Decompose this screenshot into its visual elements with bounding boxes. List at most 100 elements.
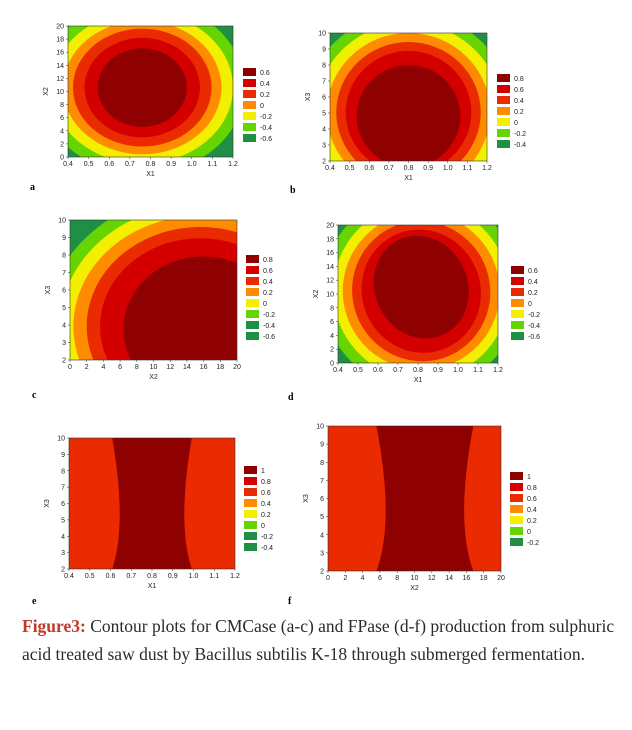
legend-swatch	[510, 483, 523, 491]
y-tick-label: 14	[326, 264, 334, 271]
legend-swatch	[497, 129, 510, 137]
legend-label: 0.6	[261, 490, 271, 497]
y-tick-label: 7	[61, 485, 65, 492]
y-tick-label: 0	[330, 361, 334, 368]
contour-panel-d: 0.4 0.5 0.6 0.7 0.8 0.9 1.0 1.1 1.2 0 2 4 6 8 10 12 14 16…	[288, 223, 540, 404]
x-axis-label: X1	[148, 583, 157, 590]
x-tick-label: 1.0	[453, 367, 463, 374]
legend-swatch	[497, 107, 510, 115]
legend-label: 0.6	[260, 70, 270, 77]
legend-swatch	[511, 266, 524, 274]
x-tick-label: 20	[497, 575, 505, 582]
legend-label: 0.2	[528, 290, 538, 297]
y-tick-label: 14	[56, 63, 64, 70]
x-tick-label: 6	[118, 364, 122, 371]
y-tick-label: 10	[56, 89, 64, 96]
contour-panel-a: 0.4 0.5 0.6 0.7 0.8 0.9 1.0 1.1 1.2 0 2 4 6 8 10 12 14 16…	[30, 24, 272, 194]
legend: 0.6 0.4 0.2 0 -0.2 -0.4 -0.6	[511, 266, 540, 341]
x-tick-label: 1.2	[493, 367, 503, 374]
y-tick-label: 8	[322, 63, 326, 70]
legend-label: -0.4	[260, 125, 272, 132]
x-tick-label: 2	[343, 575, 347, 582]
y-tick-label: 2	[61, 567, 65, 574]
y-tick-label: 8	[62, 253, 66, 260]
legend: 0.6 0.4 0.2 0 -0.2 -0.4 -0.6	[243, 68, 272, 143]
legend-swatch	[511, 299, 524, 307]
legend-swatch	[243, 90, 256, 98]
x-tick-label: 0.7	[125, 161, 135, 168]
y-tick-label: 16	[326, 250, 334, 257]
legend-swatch	[246, 288, 259, 296]
x-tick-label: 0.6	[364, 165, 374, 172]
y-tick-label: 16	[56, 50, 64, 57]
x-tick-label: 0.5	[85, 573, 95, 580]
contour-area	[68, 26, 233, 157]
x-tick-label: 10	[411, 575, 419, 582]
y-tick-label: 5	[61, 517, 65, 524]
legend-swatch	[246, 310, 259, 318]
y-tick-label: 3	[320, 550, 324, 557]
x-tick-label: 0.8	[146, 161, 156, 168]
legend-swatch	[246, 277, 259, 285]
legend-label: 0.8	[514, 76, 524, 83]
legend-swatch	[511, 310, 524, 318]
legend-label: -0.4	[261, 545, 273, 552]
legend-swatch	[510, 538, 523, 546]
x-tick-label: 0.4	[63, 161, 73, 168]
y-tick-label: 4	[62, 323, 66, 330]
legend-swatch	[497, 140, 510, 148]
contour-band	[390, 542, 460, 571]
y-tick-label: 10	[58, 218, 66, 225]
legend-label: -0.2	[514, 131, 526, 138]
legend-label: 0.8	[263, 257, 273, 264]
y-tick-label: 20	[326, 223, 334, 230]
y-tick-label: 18	[56, 37, 64, 44]
y-tick-label: 9	[62, 235, 66, 242]
y-tick-label: 12	[326, 278, 334, 285]
x-tick-label: 6	[378, 575, 382, 582]
legend-swatch	[511, 332, 524, 340]
x-tick-label: 0.9	[168, 573, 178, 580]
legend-label: 0.2	[514, 109, 524, 116]
legend-label: 0	[260, 103, 264, 110]
x-tick-label: 1.1	[473, 367, 483, 374]
legend-swatch	[497, 96, 510, 104]
x-tick-label: 1.2	[230, 573, 240, 580]
x-tick-label: 2	[85, 364, 89, 371]
legend-label: 1	[261, 468, 265, 475]
contour-band	[356, 65, 461, 161]
legend: 1 0.8 0.6 0.4 0.2 0 -0.2 -0.4	[244, 466, 273, 552]
caption-text: Contour plots for CMCase (a-c) and FPase…	[22, 616, 615, 664]
contour-panel-c: 0 2 4 6 8 10 12 14 16 18 202345678910X2X30.80.60.4…	[32, 218, 275, 402]
y-tick-label: 0	[60, 155, 64, 162]
x-tick-label: 0	[68, 364, 72, 371]
contour-band	[328, 426, 386, 571]
legend-swatch	[244, 532, 257, 540]
y-tick-label: 3	[62, 340, 66, 347]
legend-swatch	[243, 123, 256, 131]
y-tick-label: 7	[322, 79, 326, 86]
y-tick-label: 10	[318, 31, 326, 38]
x-tick-label: 0.4	[325, 165, 335, 172]
legend-label: -0.4	[514, 142, 526, 149]
legend-label: -0.6	[528, 334, 540, 341]
legend-swatch	[244, 510, 257, 518]
x-tick-label: 0.7	[384, 165, 394, 172]
y-axis-label: X3	[303, 494, 310, 503]
legend-label: -0.2	[527, 540, 539, 547]
x-tick-label: 1.0	[187, 161, 197, 168]
legend-swatch	[511, 288, 524, 296]
legend-label: 0	[527, 529, 531, 536]
y-tick-label: 8	[61, 468, 65, 475]
y-tick-label: 2	[322, 159, 326, 166]
contour-area	[328, 426, 501, 571]
legend-swatch	[246, 266, 259, 274]
x-tick-label: 1.2	[482, 165, 492, 172]
legend-label: 0.6	[263, 268, 273, 275]
panel-letter: f	[288, 596, 292, 605]
legend-swatch	[510, 516, 523, 524]
x-tick-label: 0	[326, 575, 330, 582]
x-tick-label: 0.4	[333, 367, 343, 374]
legend-label: 0.2	[261, 512, 271, 519]
legend-label: -0.4	[263, 323, 275, 330]
